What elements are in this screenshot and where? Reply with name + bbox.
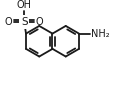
Text: O: O bbox=[5, 17, 12, 27]
Text: S: S bbox=[21, 17, 27, 27]
Text: OH: OH bbox=[17, 0, 31, 10]
Text: O: O bbox=[36, 17, 43, 27]
Text: NH₂: NH₂ bbox=[90, 29, 108, 39]
